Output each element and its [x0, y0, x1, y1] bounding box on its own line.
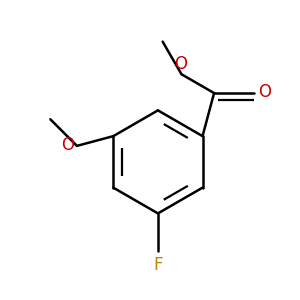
Text: O: O — [61, 136, 74, 154]
Text: F: F — [153, 256, 163, 274]
Text: O: O — [174, 55, 187, 73]
Text: O: O — [258, 83, 271, 101]
